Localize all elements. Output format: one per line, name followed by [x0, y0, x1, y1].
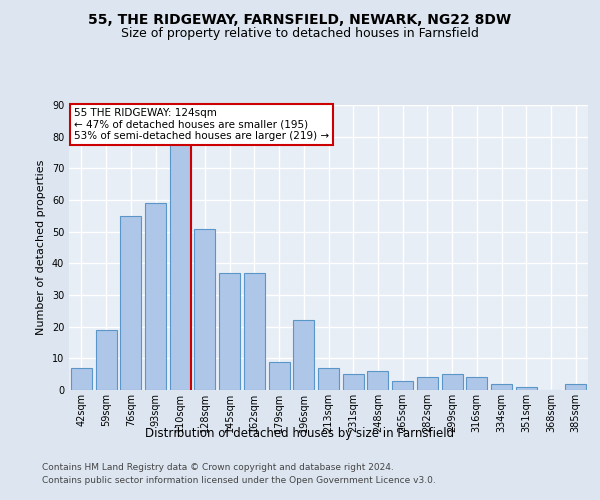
Text: 55, THE RIDGEWAY, FARNSFIELD, NEWARK, NG22 8DW: 55, THE RIDGEWAY, FARNSFIELD, NEWARK, NG…	[88, 12, 512, 26]
Bar	[442, 374, 463, 390]
Bar	[71, 368, 92, 390]
Bar	[417, 378, 438, 390]
Bar	[194, 228, 215, 390]
Bar	[516, 387, 537, 390]
Bar	[318, 368, 339, 390]
Text: Contains HM Land Registry data © Crown copyright and database right 2024.: Contains HM Land Registry data © Crown c…	[42, 462, 394, 471]
Bar	[392, 380, 413, 390]
Bar	[343, 374, 364, 390]
Bar	[367, 371, 388, 390]
Y-axis label: Number of detached properties: Number of detached properties	[36, 160, 46, 335]
Bar	[170, 127, 191, 390]
Bar	[293, 320, 314, 390]
Bar	[145, 203, 166, 390]
Bar	[491, 384, 512, 390]
Bar	[120, 216, 141, 390]
Text: Distribution of detached houses by size in Farnsfield: Distribution of detached houses by size …	[145, 428, 455, 440]
Bar	[244, 273, 265, 390]
Bar	[95, 330, 116, 390]
Text: Contains public sector information licensed under the Open Government Licence v3: Contains public sector information licen…	[42, 476, 436, 485]
Text: 55 THE RIDGEWAY: 124sqm
← 47% of detached houses are smaller (195)
53% of semi-d: 55 THE RIDGEWAY: 124sqm ← 47% of detache…	[74, 108, 329, 141]
Bar	[219, 273, 240, 390]
Bar	[466, 378, 487, 390]
Bar	[269, 362, 290, 390]
Text: Size of property relative to detached houses in Farnsfield: Size of property relative to detached ho…	[121, 28, 479, 40]
Bar	[565, 384, 586, 390]
